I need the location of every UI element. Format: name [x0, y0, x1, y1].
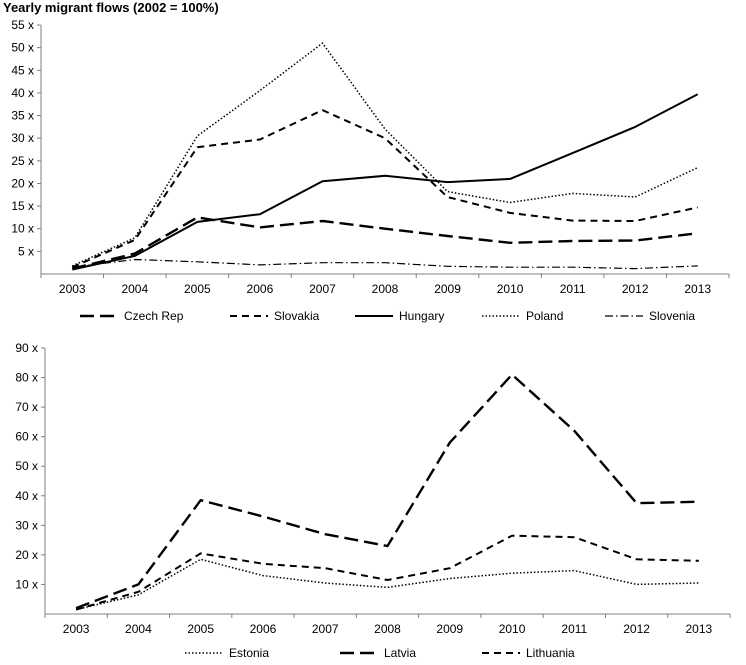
- y-tick-label: 30 x: [11, 131, 34, 145]
- x-tick-label: 2011: [560, 282, 586, 296]
- x-tick-label: 2009: [434, 282, 461, 296]
- y-tick-label: 40 x: [11, 86, 34, 100]
- y-tick-label: 60 x: [15, 430, 38, 444]
- series-line-slovakia: [71, 109, 698, 269]
- chart-bottom: 10 x 20 x 30 x 40 x 50 x 60 x 70 x 80 x 90 x 2003…: [15, 341, 731, 660]
- legend-label-estonia: Estonia: [229, 646, 269, 660]
- y-tick-label: 90 x: [15, 341, 38, 355]
- x-tick-label: 2012: [622, 282, 649, 296]
- x-tick-label: 2007: [312, 622, 339, 636]
- y-tick-label: 70 x: [15, 400, 38, 414]
- series-line-poland: [71, 42, 699, 267]
- y-tick-label: 25 x: [11, 154, 34, 168]
- series-line-hungary: [72, 93, 699, 271]
- y-tick-label: 50 x: [15, 459, 38, 473]
- legend-label-slovakia: Slovakia: [274, 309, 320, 323]
- y-tick-label: 10 x: [15, 577, 38, 591]
- y-tick-label: 20 x: [15, 548, 38, 562]
- x-tick-label: 2008: [374, 622, 401, 636]
- y-tick-label: 55 x: [11, 18, 34, 32]
- y-tick-label: 40 x: [15, 489, 38, 503]
- x-tick-label: 2010: [499, 622, 526, 636]
- x-tick-label: 2010: [497, 282, 524, 296]
- legend-label-poland: Poland: [526, 309, 563, 323]
- series-line-slovenia: [72, 258, 698, 270]
- x-tick-label: 2003: [59, 282, 86, 296]
- x-tick-label: 2004: [125, 622, 152, 636]
- legend-label-czech-rep: Czech Rep: [124, 309, 184, 323]
- x-tick-label: 2011: [561, 622, 587, 636]
- legend-label-lithuania: Lithuania: [526, 646, 575, 660]
- x-tick-label: 2005: [187, 622, 214, 636]
- y-tick-label: 10 x: [11, 222, 34, 236]
- x-tick-label: 2008: [372, 282, 399, 296]
- y-tick-label: 35 x: [11, 109, 34, 123]
- x-tick-label: 2006: [250, 622, 277, 636]
- y-tick-label: 5 x: [18, 244, 34, 258]
- legend-label-hungary: Hungary: [399, 309, 444, 323]
- chart-top: 5 x 10 x 15 x 20 x 25 x 30 x 35 x 40 x 45 x 50 x 5…: [11, 18, 730, 323]
- page-title: Yearly migrant flows (2002 = 100%): [3, 0, 219, 15]
- series-line-estonia: [75, 558, 699, 611]
- x-tick-label: 2006: [247, 282, 274, 296]
- y-tick-label: 80 x: [15, 371, 38, 385]
- x-tick-label: 2009: [436, 622, 463, 636]
- series-line-lithuania: [75, 534, 699, 611]
- x-tick-label: 2007: [309, 282, 336, 296]
- x-tick-label: 2003: [63, 622, 90, 636]
- y-tick-label: 15 x: [11, 199, 34, 213]
- x-tick-label: 2012: [623, 622, 650, 636]
- y-tick-label: 45 x: [11, 63, 34, 77]
- y-tick-label: 20 x: [11, 176, 34, 190]
- y-tick-label: 50 x: [11, 41, 34, 55]
- legend-label-latvia: Latvia: [384, 646, 416, 660]
- x-tick-label: 2013: [686, 622, 713, 636]
- x-tick-label: 2005: [184, 282, 211, 296]
- series-line-latvia: [75, 373, 699, 610]
- x-tick-label: 2004: [121, 282, 148, 296]
- x-tick-label: 2013: [684, 282, 711, 296]
- series-line-czech-rep: [72, 216, 698, 270]
- legend-label-slovenia: Slovenia: [649, 309, 695, 323]
- y-tick-label: 30 x: [15, 518, 38, 532]
